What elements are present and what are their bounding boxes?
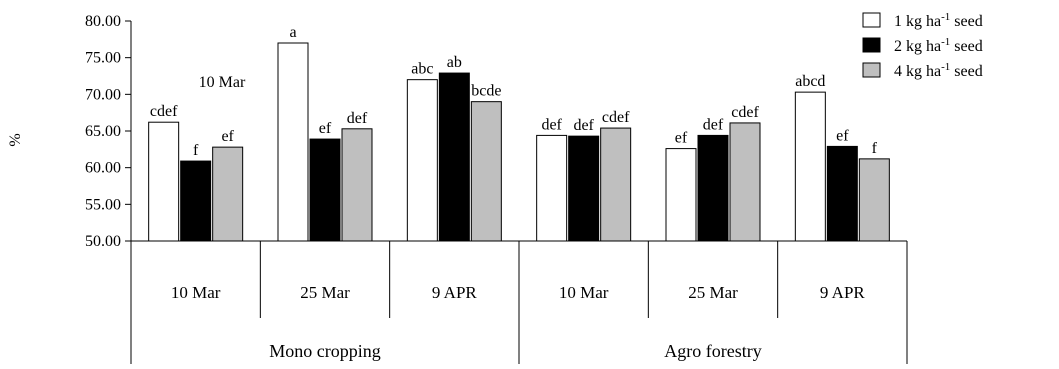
- y-tick-label: 60.00: [85, 160, 121, 177]
- bar: [470, 101, 502, 242]
- y-tick-label: 75.00: [85, 50, 121, 67]
- legend-label-superscript: -1: [941, 11, 950, 23]
- bar: [600, 127, 632, 242]
- x-category-label: 9 APR: [432, 283, 478, 302]
- bar: [858, 158, 890, 242]
- bar-significance-label: ab: [447, 54, 462, 71]
- group-label: Agro forestry: [664, 341, 761, 361]
- y-axis-label: %: [7, 133, 24, 146]
- bar-significance-label: ef: [221, 128, 234, 145]
- legend-label-main: 2 kg ha: [894, 38, 941, 55]
- legend-label-superscript: -1: [941, 36, 950, 48]
- bar-significance-label: def: [573, 117, 594, 134]
- x-category-label: 10 Mar: [171, 283, 221, 302]
- y-tick-label: 80.00: [85, 13, 121, 30]
- legend-label-suffix: seed: [950, 63, 982, 80]
- legend-label-superscript: -1: [941, 61, 950, 73]
- bar-significance-label: abcd: [795, 73, 825, 90]
- y-tick-label: 55.00: [85, 196, 121, 213]
- y-tick-label: 65.00: [85, 123, 121, 140]
- x-category-label: 9 APR: [820, 283, 866, 302]
- bar-significance-label: ef: [836, 127, 849, 144]
- group-label: Mono cropping: [269, 341, 381, 361]
- legend-label: 1 kg ha-1 seed: [894, 11, 983, 30]
- bar: [826, 145, 858, 242]
- bar: [277, 42, 309, 242]
- bar: [406, 79, 438, 242]
- bar: [665, 148, 697, 242]
- bar-significance-label: f: [872, 140, 878, 157]
- legend-label-main: 1 kg ha: [894, 13, 941, 30]
- bar-significance-label: def: [347, 110, 368, 127]
- legend-label: 4 kg ha-1 seed: [894, 61, 983, 80]
- bar-significance-label: a: [289, 24, 296, 41]
- bar-significance-label: cdef: [150, 103, 178, 120]
- legend-label-main: 4 kg ha: [894, 63, 941, 80]
- bar-significance-label: bcde: [471, 83, 501, 100]
- bar: [309, 138, 341, 242]
- bar-significance-label: cdef: [731, 104, 759, 121]
- bar: [212, 146, 244, 242]
- legend-label: 2 kg ha-1 seed: [894, 36, 983, 55]
- chart-annotation: 10 Mar: [199, 74, 246, 91]
- bar: [180, 160, 212, 242]
- bar-significance-label: def: [541, 116, 562, 133]
- bar-significance-label: def: [703, 116, 724, 133]
- x-category-label: 10 Mar: [559, 283, 609, 302]
- bar-significance-label: abc: [411, 61, 433, 78]
- x-category-label: 25 Mar: [688, 283, 738, 302]
- bar-significance-label: f: [193, 142, 199, 159]
- bar: [794, 91, 826, 242]
- legend-label-suffix: seed: [950, 38, 982, 55]
- bar-significance-label: cdef: [602, 109, 630, 126]
- legend-swatch: [862, 12, 881, 28]
- legend-swatch: [862, 37, 881, 53]
- bar: [148, 121, 180, 242]
- bar: [536, 134, 568, 242]
- bar: [341, 128, 373, 242]
- bar: [729, 122, 761, 242]
- legend-label-suffix: seed: [950, 13, 982, 30]
- bar-significance-label: ef: [319, 120, 332, 137]
- bar-significance-label: ef: [675, 130, 688, 147]
- x-category-label: 25 Mar: [300, 283, 350, 302]
- y-tick-label: 50.00: [85, 233, 121, 250]
- bar: [438, 72, 470, 242]
- legend-swatch: [862, 62, 881, 78]
- y-tick-label: 70.00: [85, 86, 121, 103]
- bar: [568, 135, 600, 242]
- bar: [697, 134, 729, 242]
